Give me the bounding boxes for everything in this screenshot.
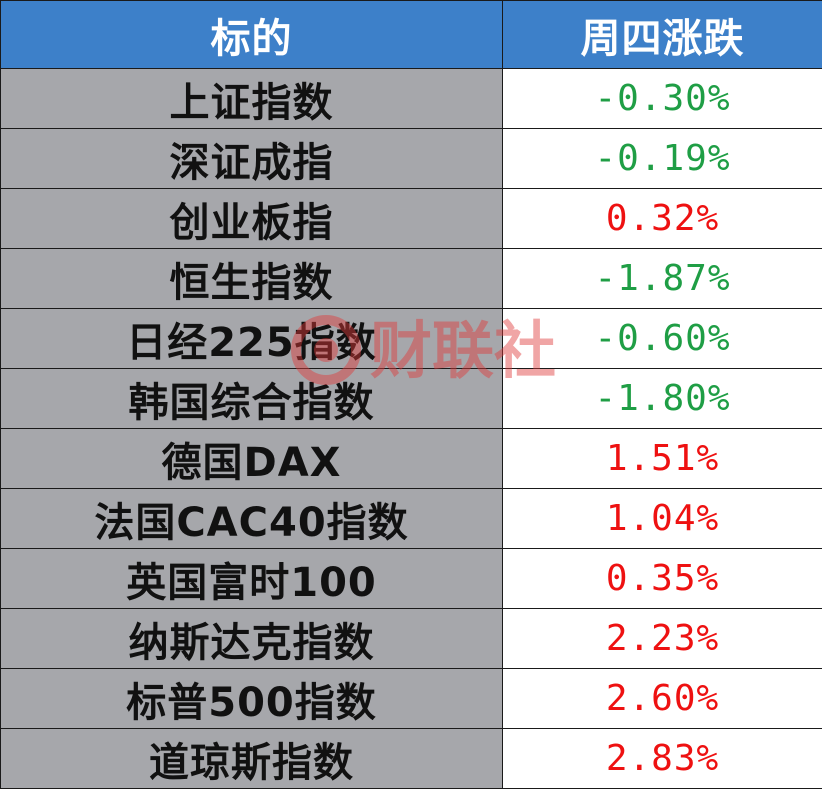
index-name: 德国DAX [0, 428, 503, 489]
table-row: 纳斯达克指数 2.23% [0, 608, 822, 669]
index-change: -0.19% [502, 128, 822, 189]
index-name: 日经225指数 [0, 308, 503, 369]
index-change: -0.30% [502, 68, 822, 129]
table-row: 法国CAC40指数 1.04% [0, 488, 822, 549]
index-change: 2.23% [502, 608, 822, 669]
index-change: 2.60% [502, 668, 822, 729]
table-row: 英国富时100 0.35% [0, 548, 822, 609]
table-row: 标普500指数 2.60% [0, 668, 822, 729]
table-row: 创业板指 0.32% [0, 188, 822, 249]
table-row: 恒生指数 -1.87% [0, 248, 822, 309]
index-name: 韩国综合指数 [0, 368, 503, 429]
table-row: 上证指数 -0.30% [0, 68, 822, 129]
index-name: 法国CAC40指数 [0, 488, 503, 549]
table-header-row: 标的 周四涨跌 [0, 0, 822, 69]
index-change: 1.51% [502, 428, 822, 489]
index-name: 标普500指数 [0, 668, 503, 729]
index-name: 深证成指 [0, 128, 503, 189]
index-change: -1.87% [502, 248, 822, 309]
index-change: -1.80% [502, 368, 822, 429]
index-name: 创业板指 [0, 188, 503, 249]
header-name: 标的 [0, 0, 503, 69]
header-change: 周四涨跌 [502, 0, 822, 69]
index-name: 上证指数 [0, 68, 503, 129]
table-row: 日经225指数 -0.60% [0, 308, 822, 369]
index-name: 英国富时100 [0, 548, 503, 609]
table-row: 道琼斯指数 2.83% [0, 728, 822, 789]
index-change: -0.60% [502, 308, 822, 369]
index-change: 0.32% [502, 188, 822, 249]
index-change: 2.83% [502, 728, 822, 789]
table-row: 韩国综合指数 -1.80% [0, 368, 822, 429]
index-change: 1.04% [502, 488, 822, 549]
index-name: 纳斯达克指数 [0, 608, 503, 669]
table-row: 德国DAX 1.51% [0, 428, 822, 489]
index-change: 0.35% [502, 548, 822, 609]
index-name: 恒生指数 [0, 248, 503, 309]
index-name: 道琼斯指数 [0, 728, 503, 789]
table-row: 深证成指 -0.19% [0, 128, 822, 189]
